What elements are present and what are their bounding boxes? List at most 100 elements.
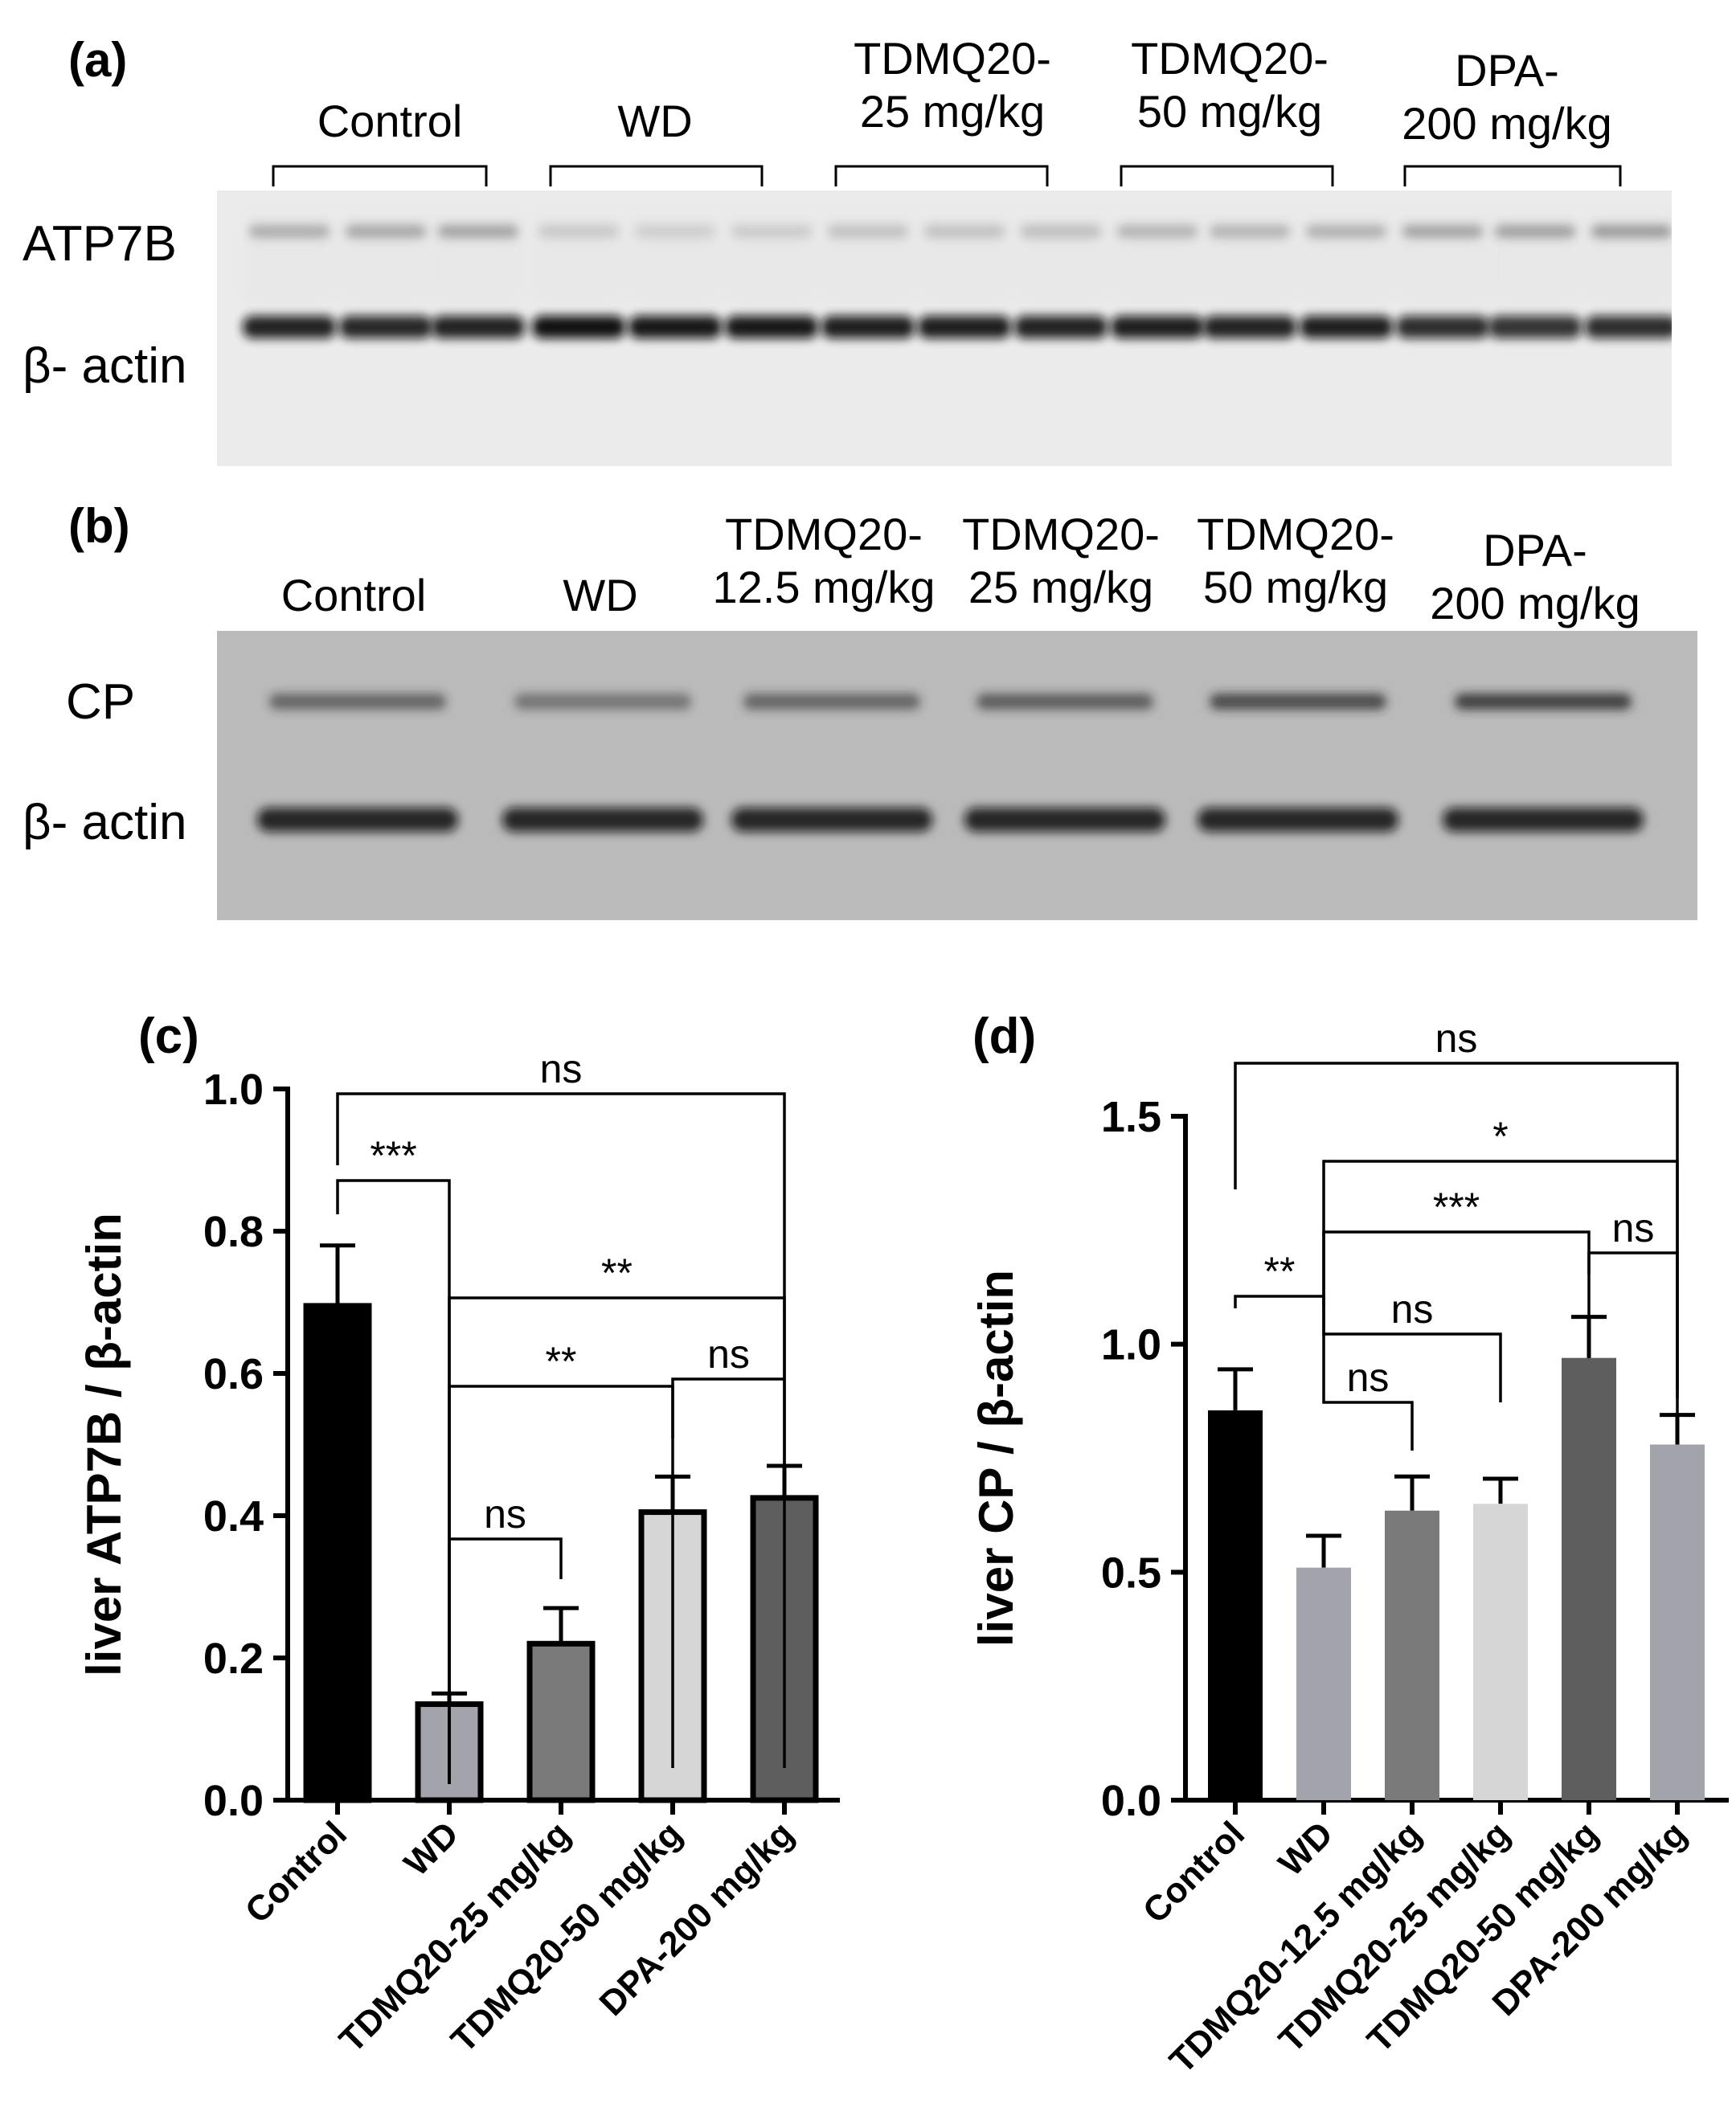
x-tick-label: WD: [397, 1814, 466, 1883]
panel-b-row-actin: β- actin: [23, 795, 187, 850]
chart-d: (d) liver CP / β-actin 0.0 0.5 1.0 1.5 Contro…: [969, 1009, 1729, 2081]
blot-a-band-actin: [1488, 316, 1582, 338]
significance-bracket: [1234, 1295, 1325, 1308]
panel-a-group-tdmq25: TDMQ20- 25 mg/kg: [854, 33, 1051, 137]
y-tick-label: 1.0: [203, 1066, 264, 1114]
panel-b-group-tdmq50: TDMQ20- 50 mg/kg: [1197, 509, 1394, 612]
x-tick-label: Control: [238, 1814, 354, 1930]
blot-b-band-actin: [257, 808, 458, 832]
blot-a-smear: [727, 215, 817, 303]
significance-bracket: [1587, 1251, 1679, 1389]
panel-a-label: (a): [68, 33, 128, 87]
panel-a-row-atp7b: ATP7B: [23, 216, 177, 272]
significance-label: ns: [707, 1332, 750, 1377]
blot-a-band-actin: [725, 316, 818, 338]
x-tick-label: WD: [1271, 1814, 1341, 1883]
significance-bracket: [671, 1377, 786, 1472]
blot-a-band-actin: [339, 316, 432, 338]
blot-a-smear: [1205, 215, 1295, 303]
blot-b-band-cp: [743, 694, 920, 710]
blot-a-smear: [630, 215, 720, 303]
blot-a-band-actin: [628, 316, 722, 338]
blot-a-band-actin: [821, 316, 915, 338]
bar: [1650, 1444, 1705, 1800]
significance-label: ns: [540, 1046, 583, 1091]
y-tick-label: 0.2: [203, 1635, 264, 1683]
significance-bracket: [448, 1537, 563, 1784]
blot-a-band-actin: [243, 316, 336, 338]
blot-a-band-actin: [1203, 316, 1296, 338]
blot-b-band-actin: [731, 808, 932, 832]
bar: [1385, 1510, 1439, 1800]
significance-label: *: [1492, 1114, 1508, 1159]
significance-label: ***: [370, 1133, 416, 1178]
chart-c: (c) liver ATP7B / β-actin 0.0 0.2 0.4 0.6 0.8…: [77, 1009, 840, 2061]
blot-a-band-actin: [1111, 316, 1204, 338]
significance-label: ***: [1433, 1185, 1480, 1230]
blot-b-band-cp: [1210, 694, 1386, 710]
y-tick-label: 0.6: [203, 1350, 264, 1398]
panel-a-group-dpa: DPA- 200 mg/kg: [1402, 45, 1612, 149]
x-tick-label: DPA-200 mg/kg: [592, 1814, 802, 2024]
blot-a-band-actin: [1585, 316, 1672, 338]
significance-label: **: [601, 1250, 633, 1295]
panel-b-row-cp: CP: [66, 674, 136, 730]
significance-bracket: [1322, 1230, 1591, 1358]
blot-a-smear: [1490, 215, 1580, 303]
y-axis-label: liver ATP7B / β-actin: [77, 1213, 131, 1676]
panel-b-blot: [217, 631, 1697, 920]
blot-a-smear: [244, 215, 334, 303]
blot-a-band-actin: [532, 316, 625, 338]
panel-b-group-wd: WD: [563, 570, 638, 620]
x-tick-label: Control: [1136, 1814, 1252, 1930]
blot-a-smear: [534, 215, 624, 303]
blot-a-band-actin: [432, 316, 525, 338]
blot-a-smear: [433, 215, 523, 303]
blot-b-band-actin: [502, 808, 703, 832]
blot-b-band-cp: [976, 694, 1153, 710]
significance-label: **: [546, 1339, 577, 1384]
panel-a-blot: [217, 190, 1672, 466]
significance-label: ns: [1347, 1355, 1390, 1400]
bar: [303, 1303, 372, 1803]
significance-bracket: [336, 1092, 786, 1381]
blot-a-smear: [1301, 215, 1391, 303]
panel-b-group-tdmq12: TDMQ20- 12.5 mg/kg: [712, 509, 936, 612]
panel-c-label: (c): [138, 1009, 199, 1064]
panel-a-group-tdmq50: TDMQ20- 50 mg/kg: [1131, 33, 1329, 137]
bar: [1296, 1567, 1351, 1800]
blot-a-smear: [1587, 215, 1672, 303]
panel-b-group-control: Control: [280, 570, 427, 620]
y-tick-label: 1.0: [1101, 1321, 1161, 1369]
bar: [1562, 1357, 1616, 1800]
significance-label: ns: [484, 1492, 526, 1537]
significance-label: ns: [1391, 1287, 1434, 1332]
y-tick-label: 0.5: [1101, 1549, 1161, 1597]
blot-a-smear: [823, 215, 913, 303]
bar: [1208, 1410, 1263, 1800]
blot-b-band-cp: [514, 694, 691, 710]
significance-label: ns: [1435, 1016, 1478, 1061]
y-tick-label: 1.5: [1101, 1093, 1161, 1141]
y-tick-label: 0.0: [203, 1777, 264, 1825]
significance-bracket: [1322, 1306, 1414, 1451]
blot-b-band-actin: [1443, 808, 1644, 832]
panel-b-label: (b): [68, 499, 130, 553]
panel-a-brackets: [272, 165, 1622, 186]
blot-a-smear: [919, 215, 1009, 303]
blot-a-smear: [1016, 215, 1106, 303]
y-tick-label: 0.8: [203, 1208, 264, 1256]
blot-a-band-actin: [1300, 316, 1393, 338]
blot-b-band-actin: [1198, 808, 1398, 832]
y-tick-label: 0.0: [1101, 1777, 1161, 1825]
blot-a-smear: [1112, 215, 1202, 303]
panel-a-row-actin: β- actin: [23, 338, 187, 394]
y-axis-label: liver CP / β-actin: [969, 1270, 1023, 1647]
significance-label: ns: [1612, 1205, 1655, 1250]
blot-a-band-actin: [918, 316, 1011, 338]
panel-a-group-wd: WD: [617, 96, 693, 146]
blot-b-band-cp: [1455, 694, 1632, 710]
blot-b-band-cp: [269, 694, 446, 710]
blot-a-band-actin: [1396, 316, 1489, 338]
blot-b-band-actin: [964, 808, 1165, 832]
